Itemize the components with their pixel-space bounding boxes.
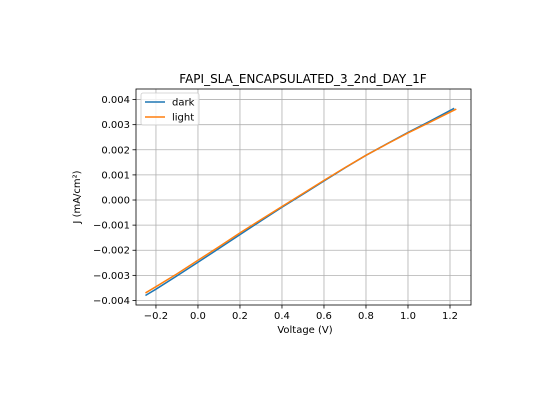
y-axis-label: J (mA/cm²) xyxy=(72,170,83,224)
y-tick-label: −0.004 xyxy=(93,296,130,307)
y-tick-label: −0.001 xyxy=(93,221,130,232)
y-tick-label: −0.003 xyxy=(93,271,130,282)
x-tick-label: 0.8 xyxy=(358,311,374,322)
x-tick-label: 1.2 xyxy=(442,311,458,322)
y-tick-label: 0.001 xyxy=(101,170,130,181)
legend-label-dark: dark xyxy=(172,98,195,109)
y-tick-label: 0.002 xyxy=(101,145,130,156)
x-tick-label: −0.2 xyxy=(144,311,168,322)
x-tick-label: 0.4 xyxy=(274,311,290,322)
y-tick-label: 0.000 xyxy=(101,196,130,207)
x-tick-label: 0.2 xyxy=(232,311,248,322)
x-tick-label: 0.0 xyxy=(190,311,206,322)
y-tick-label: 0.003 xyxy=(101,120,130,131)
x-tick-label: 1.0 xyxy=(400,311,416,322)
chart-title: FAPI_SLA_ENCAPSULATED_3_2nd_DAY_1F xyxy=(179,72,427,86)
y-tick-label: −0.002 xyxy=(93,246,130,257)
x-axis-label: Voltage (V) xyxy=(277,325,332,336)
y-tick-label: 0.004 xyxy=(101,95,130,106)
series-line-light xyxy=(145,108,457,294)
plot-area: −0.2 0.0 0.2 0.4 0.6 0.8 1.0 1.2 −0.004 −0.003 −0.… xyxy=(93,88,472,322)
x-tick-label: 0.6 xyxy=(316,311,332,322)
legend-label-light: light xyxy=(172,113,194,124)
axes-frame xyxy=(135,88,472,306)
